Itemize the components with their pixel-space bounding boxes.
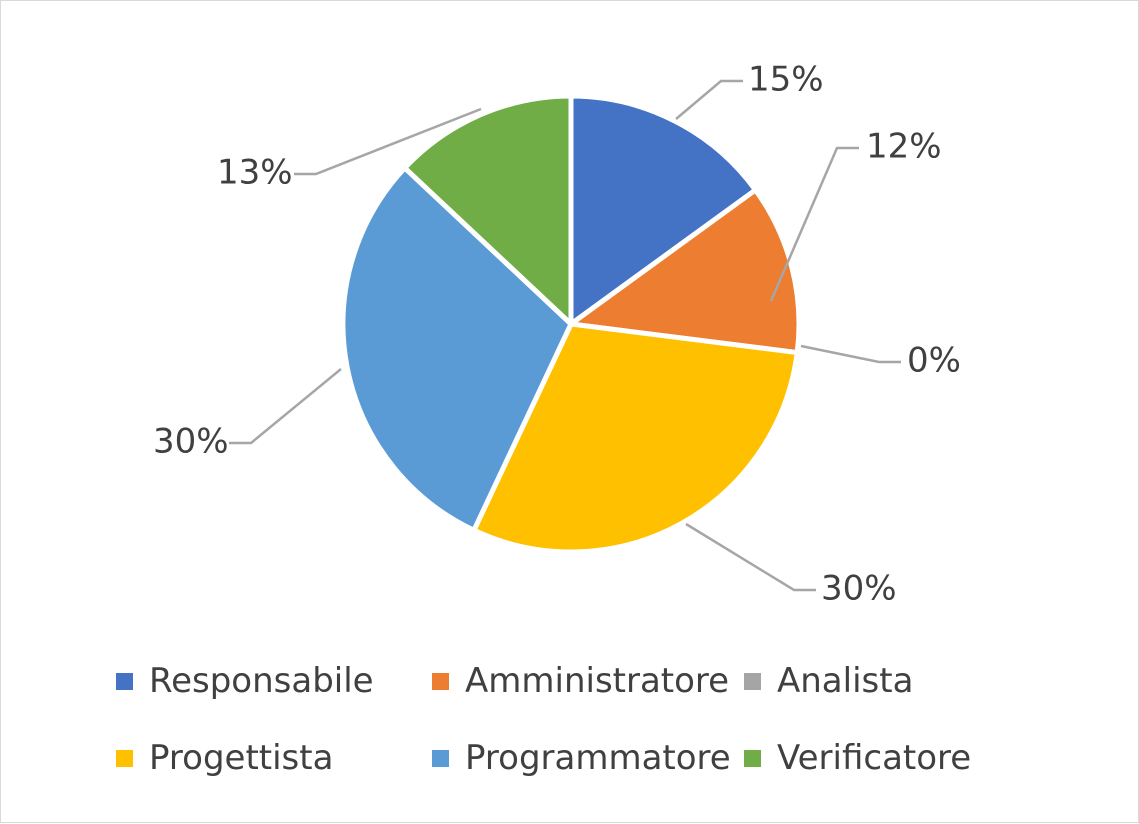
pie-slice-verificatore bbox=[402, 93, 574, 327]
pie-slices bbox=[340, 93, 802, 555]
data-label-verificatore: 13% bbox=[217, 153, 293, 193]
legend-swatch-amministratore bbox=[432, 672, 449, 690]
leader-line-programmatore bbox=[229, 368, 342, 445]
data-label-amministratore: 12% bbox=[866, 127, 942, 167]
pie-slice-amministratore bbox=[568, 187, 802, 356]
legend-label-verificatore: Verificatore bbox=[777, 738, 972, 778]
data-label-progettista: 30% bbox=[821, 569, 897, 609]
leader-line-amministratore bbox=[769, 146, 859, 302]
legend-swatch-verificatore bbox=[744, 749, 761, 767]
pie-slice-programmatore bbox=[340, 165, 574, 533]
legend-item-verificatore: Verificatore bbox=[744, 738, 971, 778]
legend-item-progettista: Progettista bbox=[116, 738, 333, 778]
data-label-responsabile: 15% bbox=[748, 60, 824, 100]
legend-item-programmatore: Programmatore bbox=[432, 738, 731, 778]
data-label-programmatore: 30% bbox=[153, 422, 229, 462]
leader-lines bbox=[229, 79, 901, 592]
data-labels: 15% 12% 0% 30% 30% 13% bbox=[153, 60, 961, 609]
leader-line-analista bbox=[800, 344, 901, 364]
legend-label-progettista: Progettista bbox=[149, 738, 334, 778]
leader-line-responsabile bbox=[675, 79, 743, 120]
pie-slice-responsabile bbox=[568, 93, 758, 327]
pie-slice-progettista bbox=[471, 321, 800, 555]
legend-swatch-analista bbox=[744, 672, 761, 690]
legend-label-amministratore: Amministratore bbox=[465, 661, 730, 701]
legend-swatch-programmatore bbox=[432, 749, 449, 767]
leader-line-progettista bbox=[685, 522, 816, 592]
legend-label-programmatore: Programmatore bbox=[465, 738, 731, 778]
leader-line-verificatore bbox=[294, 107, 482, 176]
data-label-analista: 0% bbox=[907, 341, 961, 381]
legend-swatch-responsabile bbox=[116, 672, 133, 690]
legend-item-amministratore: Amministratore bbox=[432, 661, 729, 701]
legend-item-analista: Analista bbox=[744, 661, 913, 701]
legend-item-responsabile: Responsabile bbox=[116, 661, 374, 701]
legend-label-analista: Analista bbox=[777, 661, 914, 701]
legend-label-responsabile: Responsabile bbox=[149, 661, 374, 701]
legend-swatch-progettista bbox=[116, 749, 133, 767]
